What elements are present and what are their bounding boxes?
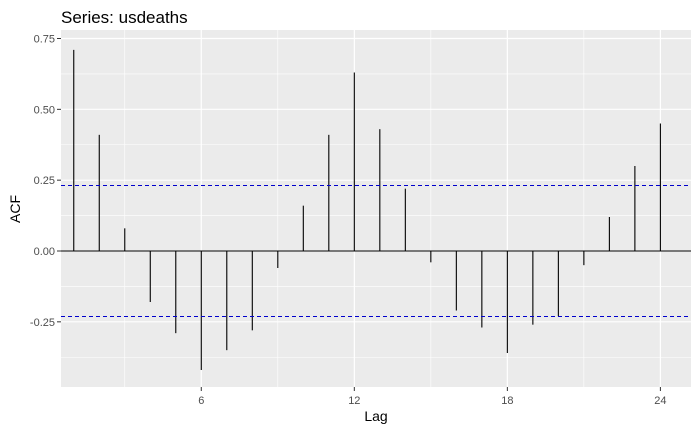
y-axis: -0.25 0.00 0.25 0.50 0.75: [30, 34, 61, 329]
plot-panel: [61, 30, 691, 387]
y-axis-title: ACF: [7, 195, 23, 223]
acf-bars: [73, 49, 661, 370]
x-tick-label: 12: [348, 395, 360, 407]
y-tick-label: -0.25: [30, 317, 55, 329]
x-tick-label: 6: [198, 395, 204, 407]
confidence-lines: [61, 185, 691, 317]
y-tick-label: 0.75: [34, 34, 55, 46]
minor-gridlines: [61, 30, 691, 387]
chart-title: Series: usdeaths: [61, 8, 188, 27]
x-axis-title: Lag: [364, 408, 387, 424]
y-tick-label: 0.00: [34, 246, 55, 258]
x-tick-label: 18: [501, 395, 513, 407]
x-axis: 6 12 18 24: [198, 387, 667, 407]
y-tick-label: 0.25: [34, 175, 55, 187]
x-tick-label: 24: [654, 395, 666, 407]
y-tick-label: 0.50: [34, 104, 55, 116]
